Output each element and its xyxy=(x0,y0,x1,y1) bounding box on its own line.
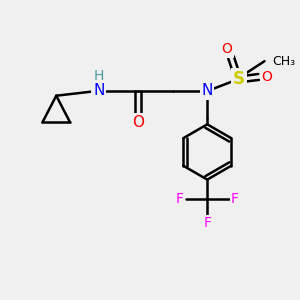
Text: N: N xyxy=(202,83,213,98)
Text: CH₃: CH₃ xyxy=(272,55,296,68)
Text: N: N xyxy=(93,83,104,98)
Text: O: O xyxy=(261,70,272,84)
Text: O: O xyxy=(132,115,144,130)
Text: O: O xyxy=(222,42,232,56)
Text: F: F xyxy=(231,192,239,206)
Text: H: H xyxy=(94,69,104,83)
Text: F: F xyxy=(203,216,211,230)
Text: S: S xyxy=(233,70,245,88)
Text: F: F xyxy=(176,192,184,206)
